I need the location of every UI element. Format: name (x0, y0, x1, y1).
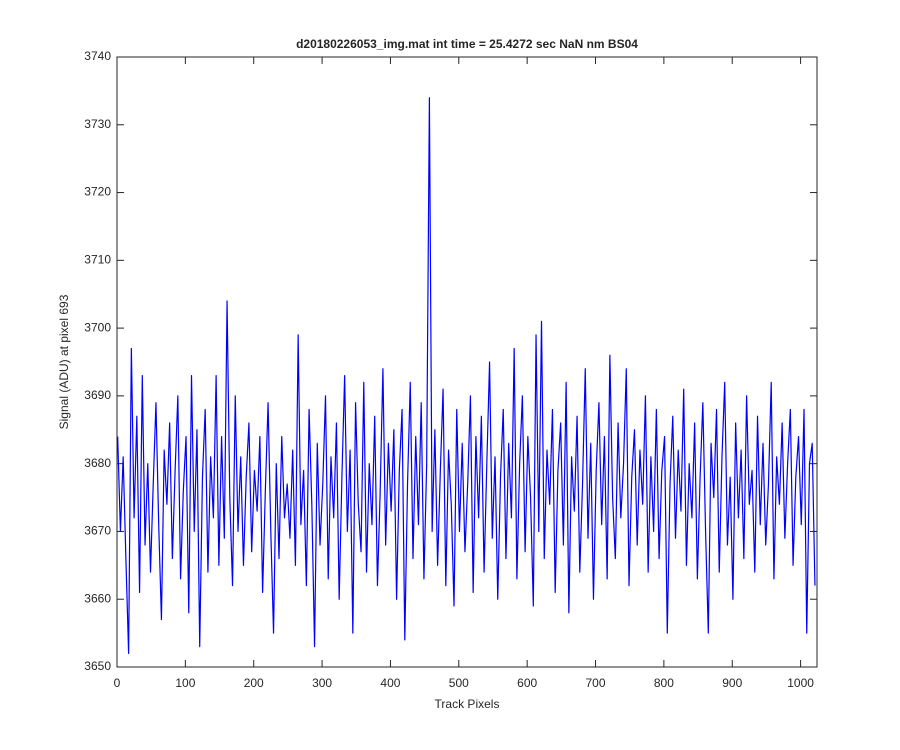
x-tick-label: 1000 (787, 676, 814, 690)
x-tick-label: 0 (114, 676, 121, 690)
y-tick-label: 3680 (84, 456, 111, 470)
x-tick-label: 800 (654, 676, 674, 690)
y-tick-label: 3730 (84, 117, 111, 131)
y-tick-label: 3660 (84, 591, 111, 605)
y-tick-label: 3740 (84, 49, 111, 63)
x-tick-label: 200 (244, 676, 264, 690)
y-tick-label: 3690 (84, 388, 111, 402)
chart-title: d20180226053_img.mat int time = 25.4272 … (296, 37, 638, 51)
x-tick-label: 400 (380, 676, 400, 690)
x-tick-label: 600 (517, 676, 537, 690)
y-tick-label: 3710 (84, 253, 111, 267)
y-tick-label: 3700 (84, 320, 111, 334)
y-tick-label: 3720 (84, 185, 111, 199)
plot-area (116, 56, 818, 668)
x-axis-label: Track Pixels (435, 697, 500, 711)
x-tick-label: 700 (586, 676, 606, 690)
y-tick-label: 3650 (84, 659, 111, 673)
y-axis-label: Signal (ADU) at pixel 693 (57, 294, 71, 429)
x-tick-label: 500 (449, 676, 469, 690)
y-tick-label: 3670 (84, 524, 111, 538)
x-tick-label: 300 (312, 676, 332, 690)
x-tick-label: 100 (175, 676, 195, 690)
data-line (117, 97, 816, 655)
x-tick-label: 900 (722, 676, 742, 690)
